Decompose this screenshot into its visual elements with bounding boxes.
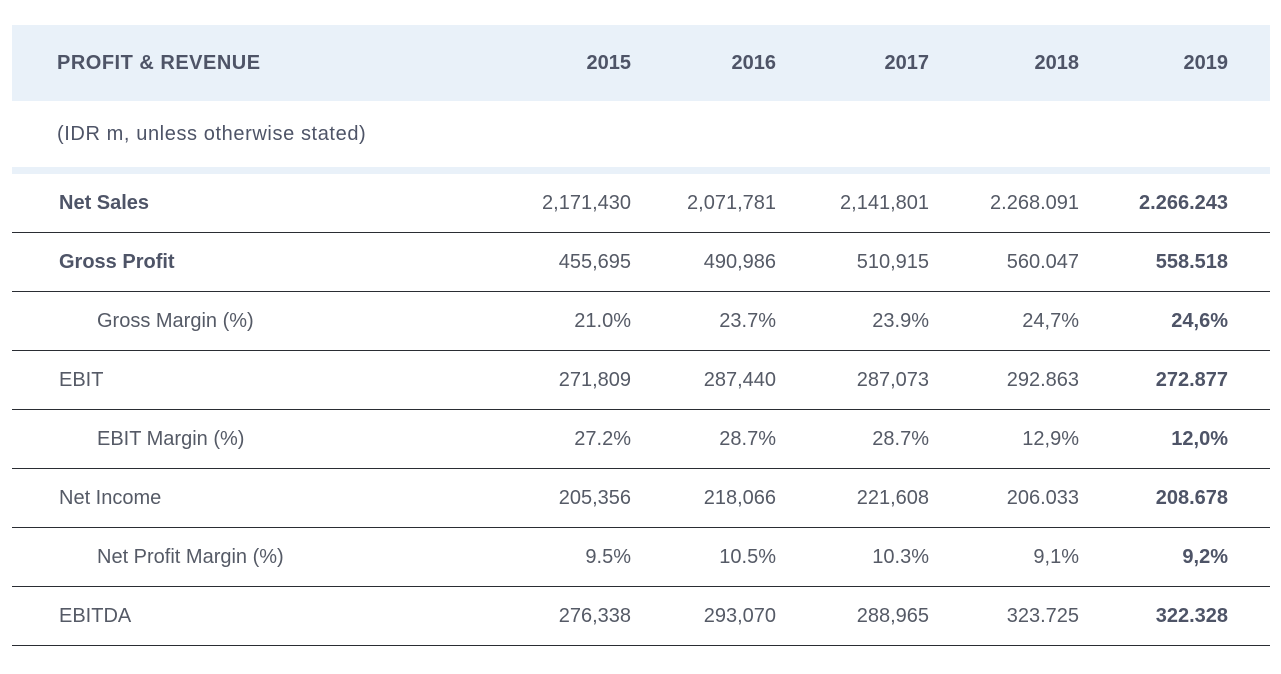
cell-value: 276,338	[558, 604, 631, 627]
row-label: EBIT	[59, 368, 104, 391]
cell-value: 272.877	[1155, 368, 1228, 391]
row-label: EBITDA	[59, 604, 132, 627]
cell-value: 455,695	[558, 250, 631, 273]
cell-value: 205,356	[558, 486, 631, 509]
cell-value: 9,2%	[1182, 545, 1228, 568]
cell-value: 2,141,801	[840, 191, 929, 214]
profit-revenue-table: PROFIT & REVENUE 2015 2016 2017 2018 201…	[12, 25, 1270, 646]
cell-value: 208.678	[1155, 486, 1228, 509]
cell-value: 287,073	[856, 368, 929, 391]
cell-value: 2,071,781	[687, 191, 776, 214]
cell-value: 293,070	[703, 604, 776, 627]
cell-value: 221,608	[856, 486, 929, 509]
cell-value: 218,066	[703, 486, 776, 509]
cell-value: 9,1%	[1033, 545, 1079, 568]
divider	[12, 167, 1270, 174]
table-row: EBIT Margin (%) 27.2% 28.7% 28.7% 12,9% …	[12, 410, 1270, 469]
cell-value: 287,440	[703, 368, 776, 391]
row-label: Gross Margin (%)	[97, 309, 254, 332]
cell-value: 510,915	[856, 250, 929, 273]
cell-value: 292.863	[1006, 368, 1079, 391]
row-label: Net Income	[59, 486, 162, 509]
cell-value: 12,9%	[1022, 427, 1079, 450]
row-label: Gross Profit	[59, 250, 175, 273]
unit-note: (IDR m, unless otherwise stated)	[57, 122, 367, 145]
cell-value: 9.5%	[585, 545, 631, 568]
year-header-2015: 2015	[586, 51, 632, 74]
cell-value: 206.033	[1006, 486, 1079, 509]
table-title: PROFIT & REVENUE	[57, 51, 261, 74]
table-row: Net Profit Margin (%) 9.5% 10.5% 10.3% 9…	[12, 528, 1270, 587]
year-header-2017: 2017	[884, 51, 930, 74]
cell-value: 12,0%	[1171, 427, 1228, 450]
cell-value: 27.2%	[574, 427, 631, 450]
cell-value: 10.3%	[872, 545, 929, 568]
table-row: Gross Profit 455,695 490,986 510,915 560…	[12, 233, 1270, 292]
cell-value: 28.7%	[719, 427, 776, 450]
row-label: Net Profit Margin (%)	[97, 545, 284, 568]
cell-value: 2.266.243	[1139, 191, 1228, 214]
table-row: EBIT 271,809 287,440 287,073 292.863 272…	[12, 351, 1270, 410]
cell-value: 322.328	[1155, 604, 1228, 627]
row-label: EBIT Margin (%)	[97, 427, 245, 450]
cell-value: 288,965	[856, 604, 929, 627]
cell-value: 2.268.091	[990, 191, 1079, 214]
table-row: Gross Margin (%) 21.0% 23.7% 23.9% 24,7%…	[12, 292, 1270, 351]
cell-value: 21.0%	[574, 309, 631, 332]
cell-value: 24,7%	[1022, 309, 1079, 332]
cell-value: 323.725	[1006, 604, 1079, 627]
table-header: PROFIT & REVENUE 2015 2016 2017 2018 201…	[12, 25, 1270, 101]
cell-value: 490,986	[703, 250, 776, 273]
cell-value: 23.9%	[872, 309, 929, 332]
table-row: Net Sales 2,171,430 2,071,781 2,141,801 …	[12, 174, 1270, 233]
row-label: Net Sales	[59, 191, 150, 214]
cell-value: 560.047	[1006, 250, 1079, 273]
cell-value: 23.7%	[719, 309, 776, 332]
year-header-2016: 2016	[731, 51, 777, 74]
cell-value: 28.7%	[872, 427, 929, 450]
cell-value: 558.518	[1155, 250, 1228, 273]
table-row: EBITDA 276,338 293,070 288,965 323.725 3…	[12, 587, 1270, 646]
table-row: Net Income 205,356 218,066 221,608 206.0…	[12, 469, 1270, 528]
cell-value: 2,171,430	[542, 191, 631, 214]
cell-value: 10.5%	[719, 545, 776, 568]
year-header-2019: 2019	[1183, 51, 1229, 74]
cell-value: 24,6%	[1171, 309, 1228, 332]
year-header-2018: 2018	[1034, 51, 1080, 74]
cell-value: 271,809	[558, 368, 631, 391]
